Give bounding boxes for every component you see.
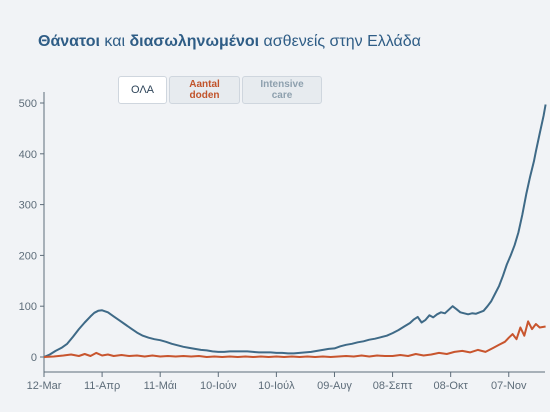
filter-deaths-label: Aantal doden (189, 79, 220, 101)
deaths-series-line (43, 320, 546, 358)
x-tick-label: 08-Οκτ (434, 380, 469, 392)
title-part-and: και (99, 33, 130, 50)
y-tick-label: 0 (31, 352, 37, 364)
y-tick-label: 500 (19, 98, 37, 110)
filter-icu-label: Intensive care (260, 79, 304, 101)
filter-icu-button[interactable]: Intensive care (242, 76, 322, 104)
y-tick-label: 300 (19, 200, 37, 212)
filter-all-label: ΟΛΑ (130, 83, 155, 96)
x-tick-label: 11-Μάι (144, 380, 178, 392)
x-tick-label: 07-Nov (491, 380, 527, 392)
x-tick-label: 08-Σεπτ (373, 380, 413, 392)
filter-all-button[interactable]: ΟΛΑ (118, 76, 167, 104)
x-tick-label: 11-Απρ (84, 380, 120, 392)
y-tick-label: 100 (19, 301, 37, 313)
title-part-rest: ασθενείς στην Ελλάδα (259, 33, 421, 50)
x-tick-label: 12-Mar (27, 380, 62, 392)
x-tick-label: 10-Ιούν (200, 380, 237, 392)
x-tick-label: 09-Αυγ (317, 380, 352, 392)
intensive-care-series-line (43, 104, 547, 358)
title-part-intubated: διασωληνωμένοι (129, 33, 260, 50)
chart-title: Θάνατοι και διασωληνωμένοι ασθενείς στην… (38, 33, 421, 51)
y-tick-label: 200 (19, 250, 37, 262)
x-tick-label: 10-Ιούλ (258, 380, 295, 392)
y-tick-label: 400 (19, 149, 37, 161)
filter-deaths-button[interactable]: Aantal doden (169, 76, 240, 104)
title-part-deaths: Θάνατοι (38, 33, 100, 50)
